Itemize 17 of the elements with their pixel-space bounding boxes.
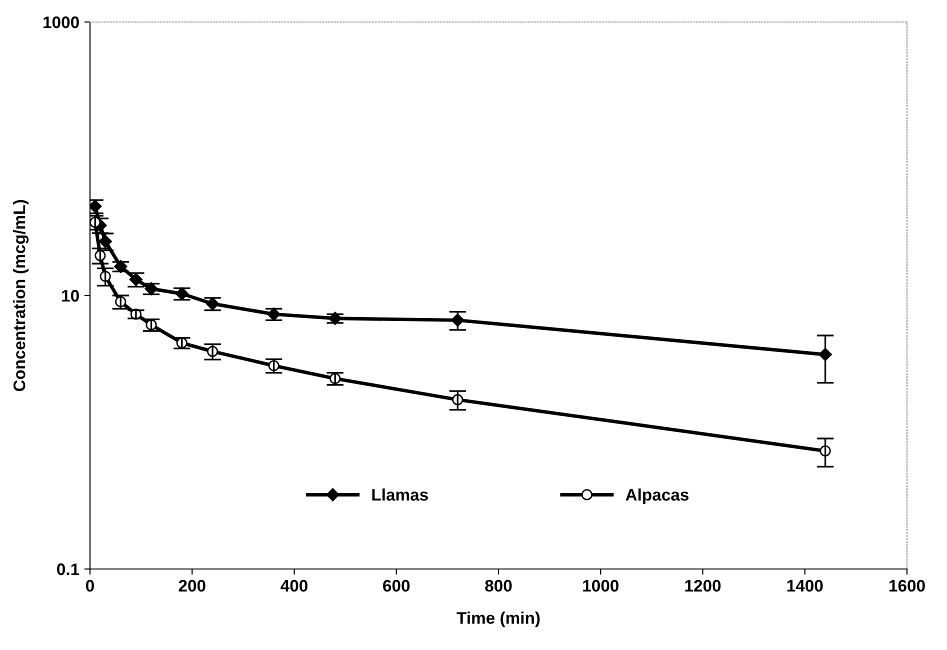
x-tick-label: 1600 [890,580,925,592]
x-tick-label: 0 [86,580,94,592]
x-axis-title: Time (min) [456,612,540,628]
x-tick-label: 200 [178,580,206,592]
x-tick-label: 600 [383,580,410,592]
x-tick-label: 1200 [685,580,721,592]
y-tick-label: 1000 [44,16,79,28]
x-tick-label: 400 [280,580,308,592]
x-tick-label: 1000 [583,580,618,592]
y-tick-label: 10 [62,290,79,302]
x-tick-label: 800 [485,580,512,592]
y-tick-label: 0.1 [57,563,80,576]
x-tick-label: 1400 [787,580,823,592]
legend-label: Alpacas [626,488,688,504]
legend-label: Llamas [372,488,428,501]
y-axis-title: Concentration (mcg/mL) [13,200,29,392]
point [90,200,102,213]
